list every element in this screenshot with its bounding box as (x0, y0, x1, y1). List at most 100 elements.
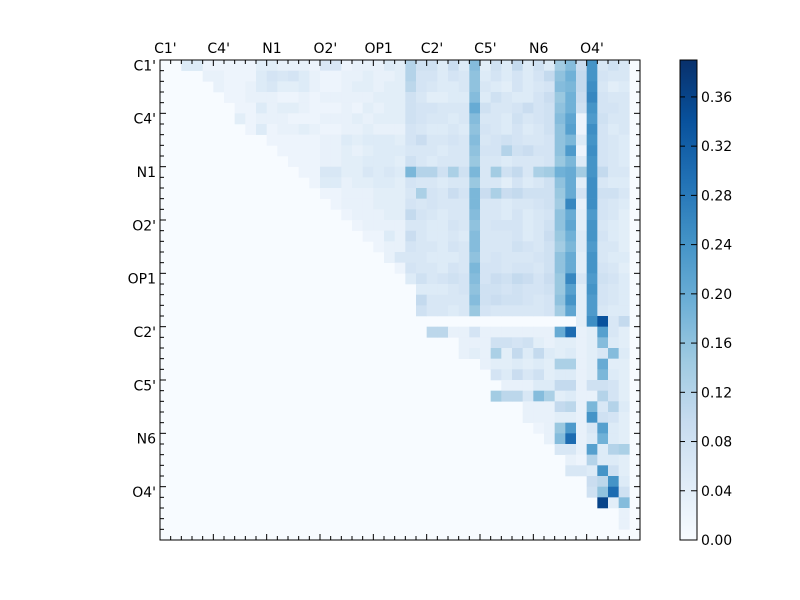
heatmap-cell (597, 81, 609, 93)
heatmap-cell (554, 188, 566, 199)
heatmap-cell (533, 241, 545, 253)
heatmap-cell (405, 102, 417, 114)
heatmap-cell (469, 177, 481, 189)
heatmap-cell (330, 134, 342, 146)
heatmap-cell (469, 252, 481, 263)
heatmap-cell (597, 166, 609, 178)
heatmap-cell (576, 390, 587, 402)
heatmap-cell (565, 380, 577, 391)
heatmap-cell (362, 230, 374, 242)
heatmap-cell (416, 156, 427, 167)
heatmap-cell (544, 145, 555, 157)
heatmap-cell (512, 124, 523, 135)
heatmap-cell (448, 102, 459, 114)
heatmap-cell (234, 81, 246, 93)
heatmap-cell (608, 92, 619, 103)
heatmap-cell (426, 70, 438, 82)
heatmap-cell (544, 358, 555, 370)
heatmap-cell (448, 166, 459, 178)
heatmap-cell (533, 198, 545, 210)
heatmap-cell (490, 198, 502, 210)
heatmap-cell (352, 92, 363, 103)
heatmap-cell (618, 113, 630, 125)
heatmap-cell (533, 326, 545, 338)
heatmap-cell (373, 102, 385, 114)
heatmap-cell (480, 166, 491, 178)
heatmap-cell (362, 60, 374, 71)
heatmap-cell (576, 358, 587, 370)
heatmap-cell (512, 380, 523, 391)
heatmap-cell (469, 305, 481, 317)
heatmap-cell (586, 380, 598, 391)
heatmap-cell (522, 412, 534, 423)
heatmap-cell (416, 102, 427, 114)
heatmap-cell (544, 70, 555, 82)
heatmap-cell (565, 262, 577, 274)
heatmap-cell (490, 326, 502, 338)
heatmap-cell (512, 81, 523, 93)
heatmap-cell (576, 198, 587, 210)
heatmap-cell (416, 198, 427, 210)
heatmap-cell (586, 476, 598, 487)
heatmap-cell (394, 60, 406, 71)
heatmap-cell (597, 188, 609, 199)
heatmap-cell (597, 486, 609, 498)
heatmap-cell (416, 145, 427, 157)
heatmap-cell (426, 284, 438, 295)
heatmap-cell (512, 156, 523, 167)
y-tick-label: C2' (133, 325, 156, 341)
heatmap-cell (576, 220, 587, 231)
heatmap-cell (490, 188, 502, 199)
heatmap-cell (320, 156, 331, 167)
heatmap-cell (394, 241, 406, 253)
heatmap-cell (554, 412, 566, 423)
heatmap-cell (490, 102, 502, 114)
heatmap-cell (586, 177, 598, 189)
heatmap-cell (608, 102, 619, 114)
colorbar-tick-label: 0.32 (701, 139, 732, 155)
heatmap-cell (608, 422, 619, 434)
heatmap-cell (448, 284, 459, 295)
heatmap-cell (565, 70, 577, 82)
heatmap-cell (309, 92, 321, 103)
heatmap-cell (224, 81, 235, 93)
heatmap-cell (320, 145, 331, 157)
heatmap-cell (490, 70, 502, 82)
heatmap-cell (544, 124, 555, 135)
heatmap-cell (469, 113, 481, 125)
heatmap-cell (522, 102, 534, 114)
heatmap-cell (533, 81, 545, 93)
heatmap-cell (597, 70, 609, 82)
axis-ticks (160, 60, 640, 540)
heatmap-cell (309, 124, 321, 135)
heatmap-cell (320, 92, 331, 103)
heatmap-cell (458, 92, 470, 103)
heatmap-cell (501, 145, 513, 157)
heatmap-cell (437, 326, 449, 338)
heatmap-cell (426, 252, 438, 263)
heatmap-cell (426, 145, 438, 157)
heatmap-cell (618, 454, 630, 466)
heatmap-cell (554, 156, 566, 167)
heatmap-cell (437, 156, 449, 167)
heatmap-cell (469, 209, 481, 221)
heatmap-cell (394, 92, 406, 103)
heatmap-cell (352, 81, 363, 93)
heatmap-cell (618, 156, 630, 167)
heatmap-cell (426, 294, 438, 306)
colorbar-ticks: 0.00 0.04 0.08 0.12 0.16 0.20 0.24 0.28 0.32 0.36 (680, 90, 732, 549)
heatmap-cell (618, 134, 630, 146)
heatmap-cell (405, 198, 417, 210)
heatmap-cell (309, 145, 321, 157)
heatmap-cell (501, 60, 513, 71)
heatmap-cell (565, 81, 577, 93)
heatmap-cell (565, 337, 577, 349)
heatmap-cell (618, 358, 630, 370)
heatmap-cell (458, 134, 470, 146)
heatmap-cell (597, 348, 609, 359)
heatmap-cell (480, 60, 491, 71)
heatmap-cell (245, 113, 257, 125)
x-tick-label: C2' (421, 41, 444, 57)
heatmap-cell (202, 70, 214, 82)
heatmap-cell (469, 70, 481, 82)
